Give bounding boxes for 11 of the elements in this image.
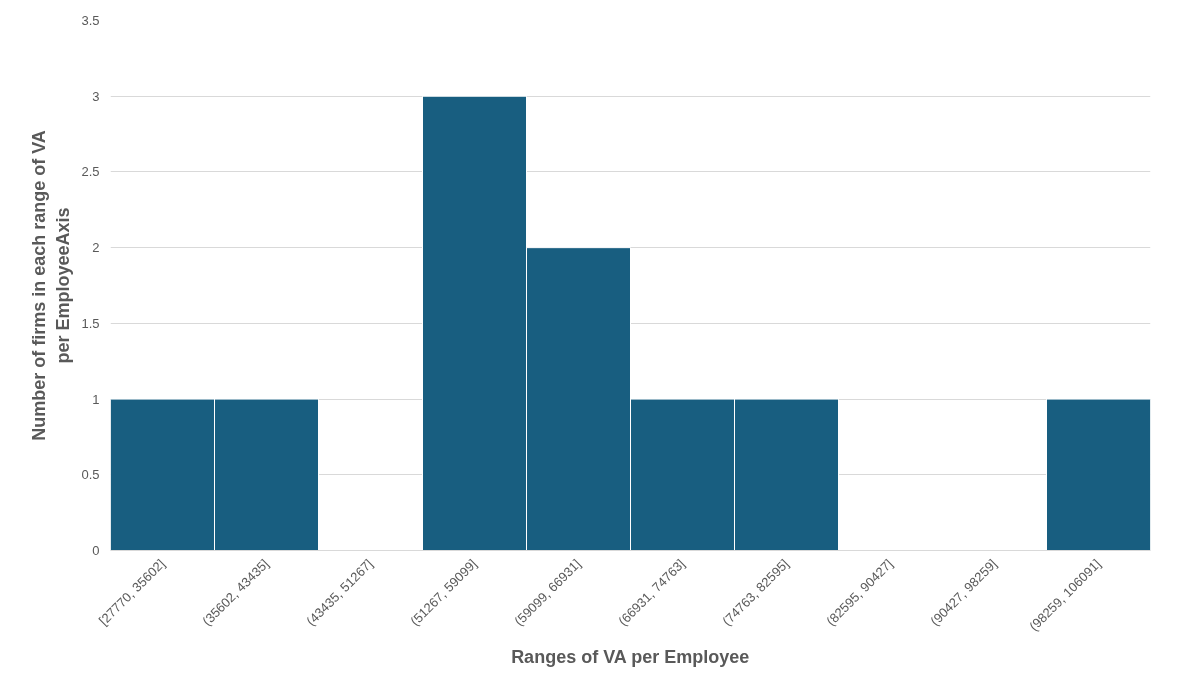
- y-tick-label: 1.5: [81, 315, 100, 331]
- y-tick-label: 3: [92, 88, 100, 104]
- y-tick-label: 0.5: [81, 467, 100, 483]
- x-axis-title: Ranges of VA per Employee: [511, 647, 750, 668]
- y-tick-label: 0: [92, 543, 100, 558]
- y-tick-label: 1: [92, 391, 100, 407]
- bar: [1046, 398, 1151, 551]
- y-tick-label: 2.5: [81, 164, 100, 180]
- y-tick-label: 3.5: [81, 13, 100, 28]
- y-axis-title: Number of firms in each range of VA per EmployeeAxis: [29, 130, 74, 441]
- y-tick-label: 2: [92, 240, 100, 256]
